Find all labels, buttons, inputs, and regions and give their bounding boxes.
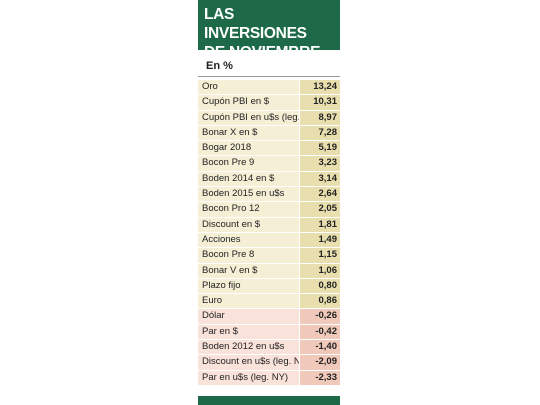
row-label: Bocon Pro 12 xyxy=(198,202,299,217)
table-row: Boden 2012 en u$s -1,40 xyxy=(198,340,340,355)
table-row: Cupón PBI en $10,31 xyxy=(198,95,340,110)
table-row: Plazo fijo 0,80 xyxy=(198,278,340,294)
divider xyxy=(198,76,340,77)
row-label: Boden 2014 en $ xyxy=(198,171,299,187)
row-value: 8,97 xyxy=(300,110,340,125)
row-label: Boden 2012 en u$s xyxy=(198,340,299,355)
row-value: 0,86 xyxy=(300,294,340,309)
row-label: Bocon Pre 8 xyxy=(198,248,299,263)
table-row: Bonar X en $7,28 xyxy=(198,125,340,141)
table-row: Bocon Pro 12 2,05 xyxy=(198,202,340,217)
row-value: 0,80 xyxy=(300,278,340,294)
row-label: Bonar X en $ xyxy=(198,125,299,141)
subtitle: En % xyxy=(206,60,233,72)
row-label: Plazo fijo xyxy=(198,278,299,294)
table-row: Euro 0,86 xyxy=(198,294,340,309)
row-value: 2,64 xyxy=(300,187,340,202)
row-label: Par en $ xyxy=(198,324,299,340)
row-label: Bonar V en $ xyxy=(198,263,299,278)
footer-bar xyxy=(198,396,340,405)
row-value: 13,24 xyxy=(300,80,340,95)
table-row: Boden 2015 en u$s 2,64 xyxy=(198,187,340,202)
row-value: 5,19 xyxy=(300,141,340,156)
row-label: Cupón PBI en $ xyxy=(198,95,299,110)
title-line: DE NOVIEMBRE xyxy=(204,44,321,61)
row-value: 2,05 xyxy=(300,202,340,217)
row-value: 3,14 xyxy=(300,171,340,187)
row-label: Euro xyxy=(198,294,299,309)
row-value: 3,23 xyxy=(300,156,340,171)
row-value: -2,09 xyxy=(300,355,340,370)
row-label: Cupón PBI en u$s (leg. NY) xyxy=(198,110,299,125)
table-card: LAS INVERSIONES DE NOVIEMBRE En % Oro 13,… xyxy=(198,0,340,405)
table-row: Bocon Pre 9 3,23 xyxy=(198,156,340,171)
row-label: Discount en u$s (leg. NY) xyxy=(198,355,299,370)
table-row: Discount en u$s (leg. NY)-2,09 xyxy=(198,355,340,370)
row-label: Bogar 2018 xyxy=(198,141,299,156)
row-value: 1,15 xyxy=(300,248,340,263)
row-label: Oro xyxy=(198,80,299,95)
table-row: Bocon Pre 8 1,15 xyxy=(198,248,340,263)
table-row: Acciones 1,49 xyxy=(198,232,340,248)
title-line: LAS INVERSIONES xyxy=(204,6,307,42)
row-label: Acciones xyxy=(198,232,299,248)
table-row: Cupón PBI en u$s (leg. NY)8,97 xyxy=(198,110,340,125)
table: Oro 13,24 Cupón PBI en $10,31 Cupón PBI en … xyxy=(198,80,340,386)
row-value: 1,81 xyxy=(300,217,340,232)
row-label: Par en u$s (leg. NY) xyxy=(198,370,299,385)
row-value: 1,06 xyxy=(300,263,340,278)
table-row: Dólar -0,26 xyxy=(198,309,340,324)
row-label: Bocon Pre 9 xyxy=(198,156,299,171)
row-value: 10,31 xyxy=(300,95,340,110)
table-row: Oro 13,24 xyxy=(198,80,340,95)
row-label: Boden 2015 en u$s xyxy=(198,187,299,202)
row-value: 1,49 xyxy=(300,232,340,248)
row-value: -0,26 xyxy=(300,309,340,324)
table-row: Par en $ -0,42 xyxy=(198,324,340,340)
row-value: 7,28 xyxy=(300,125,340,141)
row-value: -1,40 xyxy=(300,340,340,355)
row-value: -0,42 xyxy=(300,324,340,340)
row-label: Dólar xyxy=(198,309,299,324)
table-row: Par en u$s (leg. NY) -2,33 xyxy=(198,370,340,385)
title-box: LAS INVERSIONES DE NOVIEMBRE xyxy=(198,0,340,61)
row-value: -2,33 xyxy=(300,370,340,385)
table-row: Boden 2014 en $3,14 xyxy=(198,171,340,187)
table-row: Bogar 2018 5,19 xyxy=(198,141,340,156)
table-row: Bonar V en $1,06 xyxy=(198,263,340,278)
row-label: Discount en $ xyxy=(198,217,299,232)
table-row: Discount en $1,81 xyxy=(198,217,340,232)
